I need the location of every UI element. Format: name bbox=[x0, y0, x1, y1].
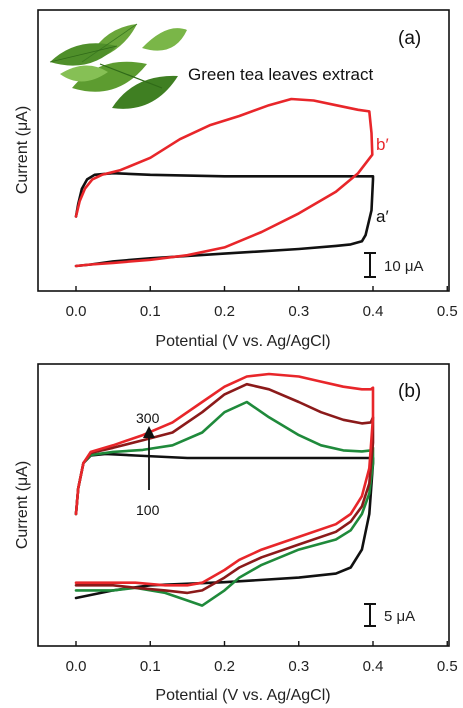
series-label-b-prime: b′ bbox=[376, 135, 389, 154]
panel-b-series bbox=[74, 372, 375, 607]
panel-b: (b) 0.0 0.1 0.2 0.3 0.4 0.5 300 100 5 μA Curr… bbox=[14, 363, 458, 704]
series-label-a-prime: a′ bbox=[376, 207, 389, 226]
scan-rate-arrow-head bbox=[143, 426, 155, 438]
panel-a-x-tick-label: 0.2 bbox=[214, 303, 235, 320]
panel-a-x-tick-label: 0.0 bbox=[66, 303, 87, 320]
scan-rate-arrow: 300 100 bbox=[136, 410, 160, 518]
panel-b-x-tick-label: 0.0 bbox=[66, 658, 87, 675]
panel-a-x-ticks: 0.0 0.1 0.2 0.3 0.4 0.5 bbox=[66, 286, 458, 320]
panel-a-series bbox=[74, 97, 375, 268]
panel-b-x-tick-label: 0.2 bbox=[214, 658, 235, 675]
panel-a-scale-bar-label: 10 μA bbox=[384, 258, 424, 275]
panel-b-scale-bar: 5 μA bbox=[364, 603, 415, 627]
panel-a-x-tick-label: 0.3 bbox=[288, 303, 309, 320]
tea-leaves-image bbox=[49, 23, 187, 109]
panel-a-ylabel: Current (μA) bbox=[14, 106, 31, 194]
panel-a: (a) Green tea leaves extract 0.0 0.1 0.2 0.… bbox=[14, 9, 458, 350]
panel-a-x-tick-label: 0.4 bbox=[363, 303, 384, 320]
scan-rate-min-label: 100 bbox=[136, 502, 160, 518]
panel-a-series-line-2 bbox=[74, 97, 374, 268]
panel-b-series-line-4 bbox=[74, 372, 375, 587]
scan-rate-max-label: 300 bbox=[136, 410, 160, 426]
panel-b-frame bbox=[37, 363, 450, 647]
panel-b-ylabel: Current (μA) bbox=[14, 461, 31, 549]
panel-a-x-tick-label: 0.5 bbox=[437, 303, 458, 320]
panel-b-x-tick-label: 0.3 bbox=[288, 658, 309, 675]
panel-a-series-line-1 bbox=[74, 171, 375, 268]
panel-b-x-tick-label: 0.5 bbox=[437, 658, 458, 675]
panel-b-scale-bar-label: 5 μA bbox=[384, 608, 415, 625]
panel-b-xlabel: Potential (V vs. Ag/AgCl) bbox=[155, 687, 330, 704]
panel-a-x-tick-label: 0.1 bbox=[140, 303, 161, 320]
panel-a-annotation: Green tea leaves extract bbox=[188, 65, 373, 84]
panel-b-x-tick-label: 0.1 bbox=[140, 658, 161, 675]
panel-a-frame bbox=[37, 9, 450, 292]
panel-b-x-ticks: 0.0 0.1 0.2 0.3 0.4 0.5 bbox=[66, 641, 458, 675]
panel-a-label: (a) bbox=[398, 28, 421, 49]
panel-b-x-tick-label: 0.4 bbox=[363, 658, 384, 675]
panel-a-scale-bar: 10 μA bbox=[364, 252, 424, 278]
panel-b-series-line-3 bbox=[74, 382, 375, 595]
panel-a-xlabel: Potential (V vs. Ag/AgCl) bbox=[155, 333, 330, 350]
panel-b-label: (b) bbox=[398, 381, 421, 402]
